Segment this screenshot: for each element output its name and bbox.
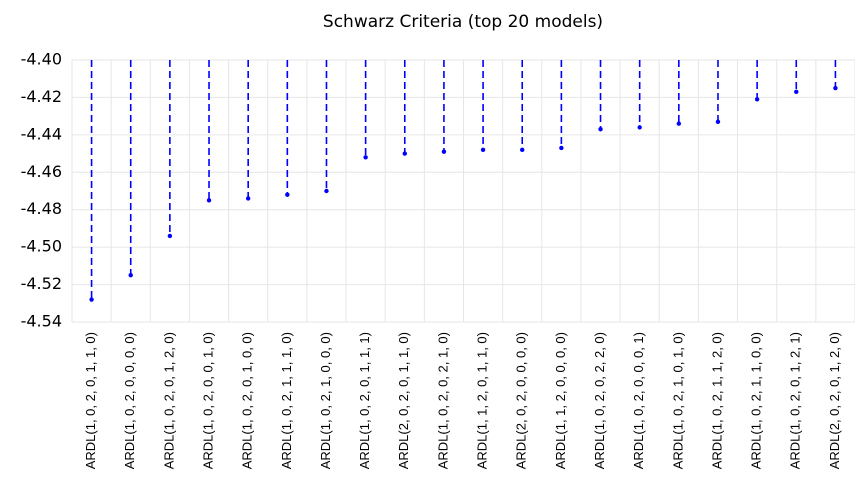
x-tick-label: ARDL(1, 0, 2, 1, 0, 0, 0) [318,332,333,469]
y-tick-label: -4.48 [21,199,62,218]
x-tick-label: ARDL(1, 1, 2, 0, 1, 1, 0) [475,332,490,469]
drop-point [285,192,290,197]
drop-point [206,198,212,203]
y-tick-label: -4.40 [21,50,62,69]
drop-point [402,151,407,156]
drop-point [167,233,173,239]
y-tick-label: -4.50 [21,237,62,256]
x-tick-label: ARDL(2, 0, 2, 0, 0, 0, 0) [514,332,529,469]
x-tick-label: ARDL(1, 0, 2, 1, 1, 1, 0) [279,332,294,469]
x-tick-label: ARDL(1, 0, 2, 0, 1, 1, 0) [83,332,98,469]
x-tick-label: ARDL(1, 0, 2, 0, 2, 2, 0) [592,332,607,469]
drop-point [520,147,525,153]
drop-point [559,145,564,151]
y-tick-label: -4.42 [21,87,62,106]
x-tick-label: ARDL(1, 0, 2, 0, 0, 1, 0) [200,332,215,469]
x-tick-label: ARDL(1, 0, 2, 0, 0, 0, 0) [122,332,137,469]
x-tick-label: ARDL(1, 0, 2, 0, 1, 1, 1) [357,332,372,469]
drop-point [598,127,603,132]
y-tick-label: -4.54 [21,312,62,331]
drop-point [128,273,133,278]
x-tick-label: ARDL(1, 0, 2, 1, 1, 2, 0) [709,332,724,469]
x-tick-label: ARDL(1, 1, 2, 0, 0, 0, 0) [553,332,568,469]
drop-point [363,155,368,160]
x-tick-label: ARDL(1, 0, 2, 1, 1, 0, 0) [749,332,764,469]
drop-point [324,188,329,194]
x-tick-label: ARDL(2, 0, 2, 0, 1, 2, 0) [827,332,842,469]
drop-point [480,147,486,153]
y-tick-label: -4.52 [21,274,62,293]
drop-point [676,121,682,126]
drop-point [89,297,94,302]
y-tick-label: -4.46 [21,162,62,181]
x-tick-label: ARDL(1, 0, 2, 0, 1, 2, 1) [788,332,803,469]
chart-title: Schwarz Criteria (top 20 models) [323,12,603,32]
x-tick-label: ARDL(2, 0, 2, 0, 1, 1, 0) [396,332,411,469]
drop-point [245,196,251,201]
x-tick-label: ARDL(1, 0, 2, 0, 2, 1, 0) [435,332,450,469]
drop-point [715,119,721,124]
drop-point [794,89,799,95]
x-tick-label: ARDL(1, 0, 2, 0, 1, 0, 0) [240,332,255,469]
x-tick-label: ARDL(1, 0, 2, 0, 0, 0, 1) [631,332,646,469]
y-tick-label: -4.44 [21,124,62,143]
x-tick-label: ARDL(1, 0, 2, 0, 1, 2, 0) [161,332,176,469]
drop-point [754,97,760,102]
x-tick-label: ARDL(1, 0, 2, 1, 0, 1, 0) [670,332,685,469]
drop-point [833,85,838,91]
drop-point [637,125,642,130]
drop-point [441,149,447,154]
